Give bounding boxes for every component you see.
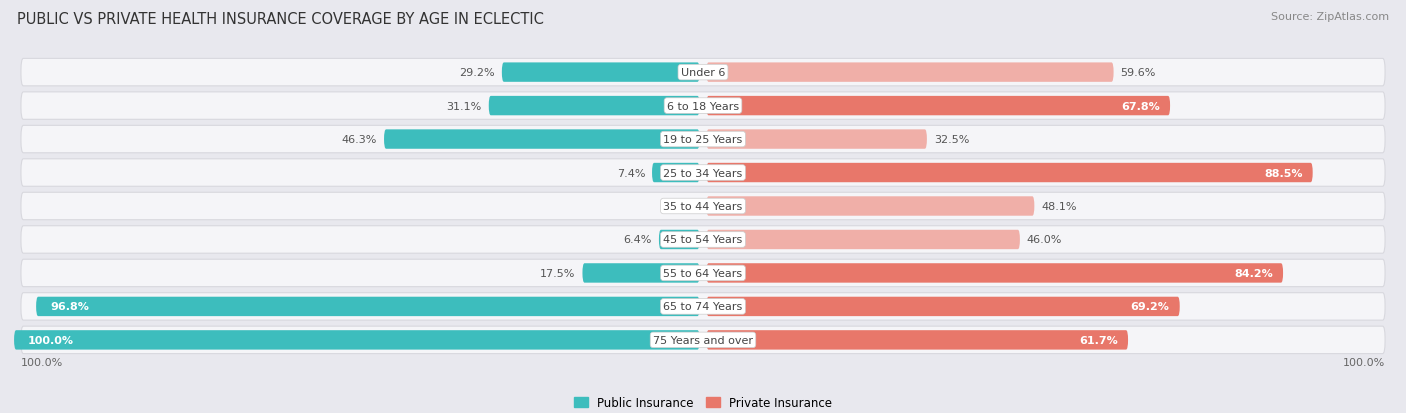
- Text: 17.5%: 17.5%: [540, 268, 575, 278]
- FancyBboxPatch shape: [21, 293, 1385, 320]
- Text: 69.2%: 69.2%: [1130, 301, 1170, 312]
- FancyBboxPatch shape: [489, 97, 700, 116]
- FancyBboxPatch shape: [384, 130, 700, 150]
- Text: 6.4%: 6.4%: [624, 235, 652, 245]
- Text: 65 to 74 Years: 65 to 74 Years: [664, 301, 742, 312]
- Text: 35 to 44 Years: 35 to 44 Years: [664, 202, 742, 211]
- Text: 46.0%: 46.0%: [1026, 235, 1062, 245]
- Text: 75 Years and over: 75 Years and over: [652, 335, 754, 345]
- FancyBboxPatch shape: [37, 297, 700, 316]
- FancyBboxPatch shape: [659, 230, 700, 249]
- FancyBboxPatch shape: [706, 63, 1114, 83]
- Text: 96.8%: 96.8%: [49, 301, 89, 312]
- Text: 84.2%: 84.2%: [1234, 268, 1272, 278]
- FancyBboxPatch shape: [21, 193, 1385, 220]
- FancyBboxPatch shape: [14, 330, 700, 350]
- Text: 55 to 64 Years: 55 to 64 Years: [664, 268, 742, 278]
- Text: 29.2%: 29.2%: [460, 68, 495, 78]
- FancyBboxPatch shape: [21, 93, 1385, 120]
- Text: 48.1%: 48.1%: [1042, 202, 1077, 211]
- Text: 61.7%: 61.7%: [1078, 335, 1118, 345]
- FancyBboxPatch shape: [582, 263, 700, 283]
- Text: 67.8%: 67.8%: [1121, 101, 1160, 112]
- FancyBboxPatch shape: [21, 326, 1385, 354]
- FancyBboxPatch shape: [706, 130, 927, 150]
- Text: 59.6%: 59.6%: [1121, 68, 1156, 78]
- Text: 6 to 18 Years: 6 to 18 Years: [666, 101, 740, 112]
- Text: 46.3%: 46.3%: [342, 135, 377, 145]
- FancyBboxPatch shape: [706, 330, 1128, 350]
- FancyBboxPatch shape: [21, 159, 1385, 187]
- Text: 100.0%: 100.0%: [1343, 357, 1385, 367]
- Text: PUBLIC VS PRIVATE HEALTH INSURANCE COVERAGE BY AGE IN ECLECTIC: PUBLIC VS PRIVATE HEALTH INSURANCE COVER…: [17, 12, 544, 27]
- Text: 7.4%: 7.4%: [617, 168, 645, 178]
- FancyBboxPatch shape: [652, 164, 700, 183]
- Text: 100.0%: 100.0%: [28, 335, 75, 345]
- FancyBboxPatch shape: [706, 263, 1284, 283]
- Text: 19 to 25 Years: 19 to 25 Years: [664, 135, 742, 145]
- Text: 32.5%: 32.5%: [934, 135, 969, 145]
- FancyBboxPatch shape: [706, 97, 1170, 116]
- FancyBboxPatch shape: [21, 226, 1385, 254]
- Text: 100.0%: 100.0%: [21, 357, 63, 367]
- Text: 31.1%: 31.1%: [447, 101, 482, 112]
- FancyBboxPatch shape: [706, 197, 1035, 216]
- FancyBboxPatch shape: [21, 59, 1385, 87]
- Text: 0.0%: 0.0%: [668, 202, 696, 211]
- FancyBboxPatch shape: [502, 63, 700, 83]
- FancyBboxPatch shape: [706, 297, 1180, 316]
- FancyBboxPatch shape: [21, 260, 1385, 287]
- FancyBboxPatch shape: [21, 126, 1385, 153]
- Text: 45 to 54 Years: 45 to 54 Years: [664, 235, 742, 245]
- Text: Under 6: Under 6: [681, 68, 725, 78]
- FancyBboxPatch shape: [706, 230, 1019, 249]
- Text: 25 to 34 Years: 25 to 34 Years: [664, 168, 742, 178]
- Legend: Public Insurance, Private Insurance: Public Insurance, Private Insurance: [569, 392, 837, 413]
- Text: 88.5%: 88.5%: [1264, 168, 1302, 178]
- Text: Source: ZipAtlas.com: Source: ZipAtlas.com: [1271, 12, 1389, 22]
- FancyBboxPatch shape: [706, 164, 1313, 183]
